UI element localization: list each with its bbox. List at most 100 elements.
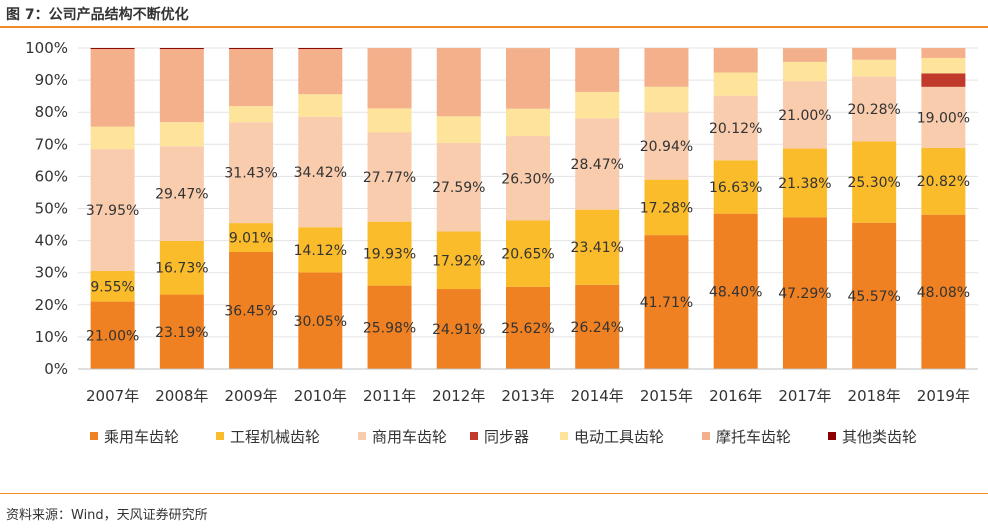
legend-label: 乘用车齿轮	[104, 428, 179, 446]
bar-segment	[159, 146, 204, 241]
bar-segment	[921, 57, 966, 74]
data-label: 27.77%	[363, 170, 416, 186]
x-tick-label: 2010年	[294, 387, 347, 405]
bar-segment	[436, 47, 481, 117]
data-label: 19.93%	[363, 247, 416, 263]
data-label: 14.12%	[294, 243, 347, 259]
bar-segment	[90, 126, 135, 150]
x-tick-label: 2016年	[709, 387, 762, 405]
legend-label: 工程机械齿轮	[230, 428, 320, 446]
bar-segment	[367, 285, 412, 369]
bar-segment	[506, 220, 550, 287]
bar-segment	[782, 48, 827, 62]
bar-segment	[367, 221, 412, 286]
data-label: 48.40%	[709, 284, 762, 300]
bar-segment	[506, 108, 550, 137]
data-label: 37.95%	[86, 203, 139, 219]
bar-segment	[921, 147, 966, 215]
bars	[90, 47, 966, 369]
x-tick-label: 2007年	[86, 387, 139, 405]
bar-segment	[229, 251, 274, 369]
bar-segment	[575, 118, 620, 210]
data-label: 26.30%	[501, 171, 554, 187]
bar-segment	[782, 81, 827, 149]
bottom-rule	[0, 493, 988, 494]
legend-swatch	[828, 432, 836, 440]
y-tick-label: 90%	[35, 71, 68, 89]
bar-segment	[644, 47, 689, 87]
legend: 乘用车齿轮 工程机械齿轮 商用车齿轮 同步器 电动工具齿轮 摩托车齿轮 其他类齿轮	[90, 428, 917, 446]
data-label: 27.59%	[432, 180, 485, 196]
bar-segment	[436, 116, 481, 143]
y-tick-label: 100%	[25, 39, 68, 57]
x-tick-label: 2009年	[224, 387, 277, 405]
bar-segment	[644, 112, 689, 180]
bar-segment	[159, 122, 204, 147]
bar-segment	[575, 284, 620, 369]
bar-segment	[921, 73, 966, 87]
data-label: 29.47%	[155, 187, 208, 203]
legend-swatch	[560, 432, 568, 440]
bar-segment	[713, 95, 758, 161]
bar-segment	[229, 48, 274, 107]
data-label: 26.24%	[571, 320, 624, 336]
legend-swatch	[90, 432, 98, 440]
x-tick-label: 2012年	[432, 387, 485, 405]
y-tick-label: 20%	[35, 296, 68, 314]
bar-segment	[367, 48, 412, 109]
data-label: 25.30%	[847, 175, 900, 191]
data-label: 9.55%	[90, 279, 134, 295]
data-label: 17.28%	[640, 200, 693, 216]
bar-segment	[782, 61, 827, 82]
bar-segment	[713, 213, 758, 369]
data-label: 23.41%	[571, 240, 624, 256]
x-tick-label: 2014年	[571, 387, 624, 405]
data-label: 9.01%	[229, 231, 273, 247]
legend-label: 商用车齿轮	[372, 428, 447, 446]
bar-segment	[575, 91, 620, 119]
data-label: 25.62%	[501, 321, 554, 337]
data-label: 21.38%	[778, 176, 831, 192]
legend-label: 摩托车齿轮	[716, 428, 791, 446]
y-tick-label: 0%	[44, 360, 68, 378]
bar-segment	[159, 294, 204, 369]
bar-segment	[229, 122, 274, 224]
bar-segment	[782, 217, 827, 369]
x-tick-label: 2008年	[155, 387, 208, 405]
bar-segment	[921, 48, 966, 58]
data-label: 48.08%	[917, 285, 970, 301]
data-label: 19.00%	[917, 110, 970, 126]
data-label: 23.19%	[155, 325, 208, 341]
legend-swatch	[702, 432, 710, 440]
y-tick-label: 10%	[35, 328, 68, 346]
data-label: 41.71%	[640, 295, 693, 311]
bar-segment	[713, 47, 758, 73]
bar-segment	[852, 47, 897, 60]
bar-segment	[575, 47, 620, 92]
data-label: 47.29%	[778, 286, 831, 302]
bar-segment	[436, 142, 481, 232]
x-tick-label: 2018年	[848, 387, 901, 405]
data-label: 25.98%	[363, 320, 416, 336]
data-label: 31.43%	[224, 166, 277, 182]
legend-label: 同步器	[484, 428, 529, 446]
legend-label: 其他类齿轮	[842, 428, 917, 446]
bar-segment	[90, 301, 135, 369]
bar-segment	[436, 231, 481, 290]
bar-segment	[921, 214, 966, 369]
bar-segment	[852, 222, 897, 369]
data-label: 20.12%	[709, 121, 762, 137]
y-axis-ticks: 0% 10% 20% 30% 40% 50% 60% 70% 80% 90% 100%	[25, 39, 68, 378]
bar-segment	[298, 272, 343, 369]
bar-segment	[644, 235, 689, 369]
data-label: 21.00%	[86, 328, 139, 344]
y-tick-label: 40%	[35, 232, 68, 250]
x-tick-label: 2017年	[778, 387, 831, 405]
bar-segment	[90, 48, 135, 49]
bar-segment	[298, 227, 343, 273]
legend-swatch	[358, 432, 366, 440]
data-label: 28.47%	[571, 157, 624, 173]
bar-segment	[852, 59, 897, 77]
x-tick-label: 2013年	[501, 387, 554, 405]
bar-segment	[367, 132, 412, 222]
